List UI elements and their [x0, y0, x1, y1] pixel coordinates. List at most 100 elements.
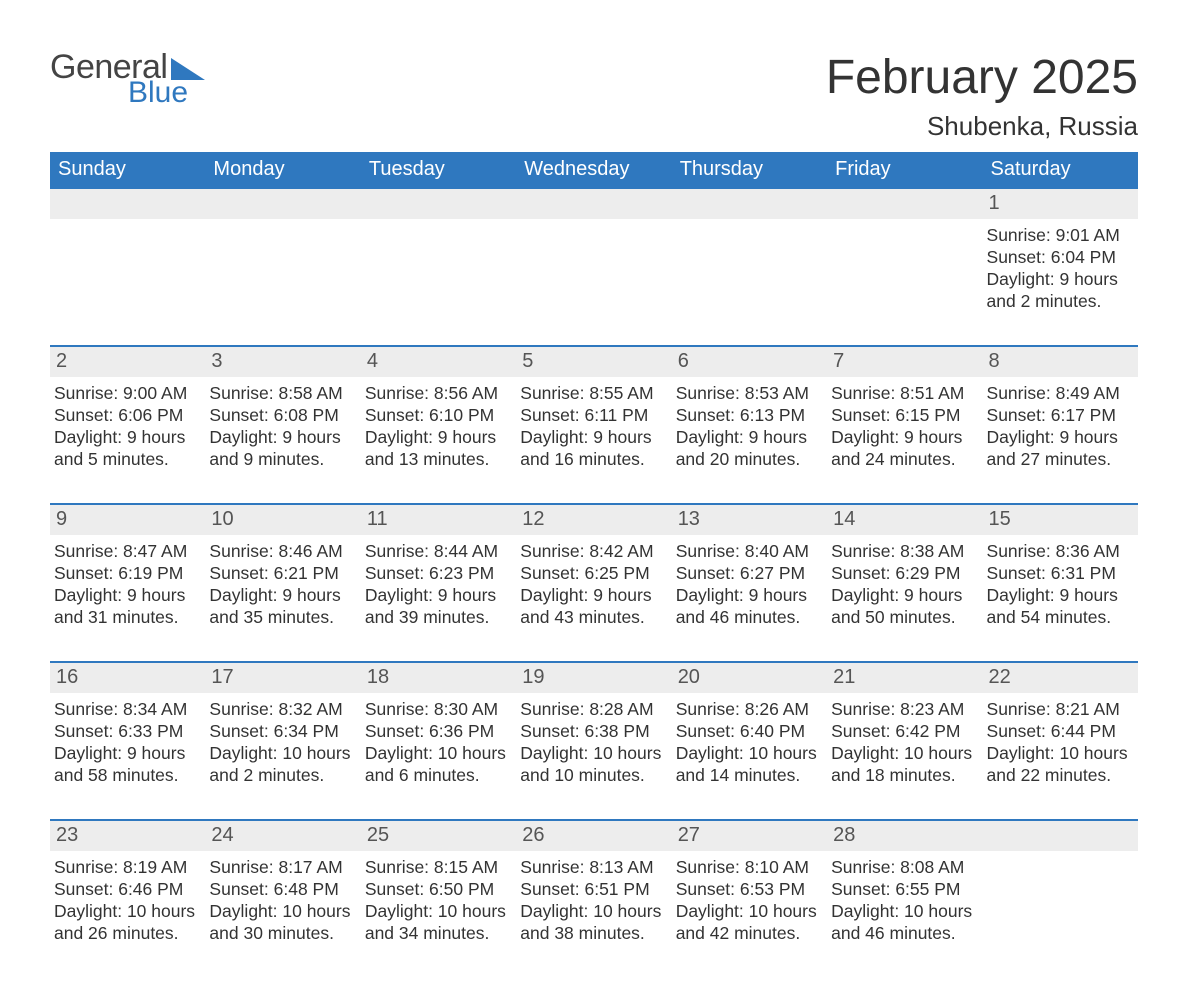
day-details: Sunrise: 8:23 AMSunset: 6:42 PMDaylight:… [831, 699, 976, 793]
sunrise-line: Sunrise: 8:32 AM [209, 699, 354, 721]
sunrise-line: Sunrise: 8:46 AM [209, 541, 354, 563]
sunset-line: Sunset: 6:55 PM [831, 879, 976, 901]
day-cell: 25Sunrise: 8:15 AMSunset: 6:50 PMDayligh… [361, 821, 516, 951]
day-cell: 9 Sunrise: 8:47 AMSunset: 6:19 PMDaylight… [50, 505, 205, 635]
day-details: Sunrise: 8:55 AMSunset: 6:11 PMDaylight:… [520, 383, 665, 477]
week-row: 2Sunrise: 9:00 AMSunset: 6:06 PMDaylight… [50, 345, 1138, 477]
daylight-line: Daylight: 9 hours and 50 minutes. [831, 585, 976, 629]
day-number: 9 [50, 505, 205, 535]
sunrise-line: Sunrise: 8:58 AM [209, 383, 354, 405]
weekday-header: Monday [205, 152, 360, 189]
day-cell: 4Sunrise: 8:56 AMSunset: 6:10 PMDaylight… [361, 347, 516, 477]
sunrise-line: Sunrise: 8:23 AM [831, 699, 976, 721]
location-label: Shubenka, Russia [826, 111, 1138, 142]
sunset-line: Sunset: 6:04 PM [987, 247, 1132, 269]
day-number: 8 [983, 347, 1138, 377]
daylight-line: Daylight: 9 hours and 43 minutes. [520, 585, 665, 629]
daylight-line: Daylight: 10 hours and 14 minutes. [676, 743, 821, 787]
daylight-line: Daylight: 10 hours and 46 minutes. [831, 901, 976, 945]
day-cell: 10Sunrise: 8:46 AMSunset: 6:21 PMDayligh… [205, 505, 360, 635]
day-cell: 6Sunrise: 8:53 AMSunset: 6:13 PMDaylight… [672, 347, 827, 477]
day-cell [50, 189, 205, 319]
daylight-line: Daylight: 9 hours and 16 minutes. [520, 427, 665, 471]
day-cell: 20 Sunrise: 8:26 AMSunset: 6:40 PMDayligh… [672, 663, 827, 793]
day-number: 3 [205, 347, 360, 377]
sunset-line: Sunset: 6:31 PM [987, 563, 1132, 585]
day-cell: 26Sunrise: 8:13 AMSunset: 6:51 PMDayligh… [516, 821, 671, 951]
sunrise-line: Sunrise: 8:28 AM [520, 699, 665, 721]
day-number: 13 [672, 505, 827, 535]
day-details: Sunrise: 8:34 AMSunset: 6:33 PMDaylight:… [54, 699, 199, 793]
day-number [983, 821, 1138, 851]
weekday-header-row: Sunday Monday Tuesday Wednesday Thursday… [50, 152, 1138, 189]
day-details: Sunrise: 8:28 AMSunset: 6:38 PMDaylight:… [520, 699, 665, 793]
day-details: Sunrise: 8:40 AMSunset: 6:27 PMDaylight:… [676, 541, 821, 635]
day-cell: 3 Sunrise: 8:58 AMSunset: 6:08 PMDaylight… [205, 347, 360, 477]
day-details: Sunrise: 8:15 AMSunset: 6:50 PMDaylight:… [365, 857, 510, 951]
week-row: 23Sunrise: 8:19 AMSunset: 6:46 PMDayligh… [50, 819, 1138, 951]
day-details: Sunrise: 8:10 AMSunset: 6:53 PMDaylight:… [676, 857, 821, 951]
day-number: 6 [672, 347, 827, 377]
daylight-line: Daylight: 10 hours and 10 minutes. [520, 743, 665, 787]
sunset-line: Sunset: 6:50 PM [365, 879, 510, 901]
day-cell: 12Sunrise: 8:42 AMSunset: 6:25 PMDayligh… [516, 505, 671, 635]
sunset-line: Sunset: 6:25 PM [520, 563, 665, 585]
daylight-line: Daylight: 10 hours and 42 minutes. [676, 901, 821, 945]
sunset-line: Sunset: 6:51 PM [520, 879, 665, 901]
title-block: February 2025 Shubenka, Russia [826, 50, 1138, 142]
day-cell [672, 189, 827, 319]
day-number: 20 [672, 663, 827, 693]
daylight-line: Daylight: 9 hours and 58 minutes. [54, 743, 199, 787]
sunrise-line: Sunrise: 8:53 AM [676, 383, 821, 405]
daylight-line: Daylight: 10 hours and 30 minutes. [209, 901, 354, 945]
day-details: Sunrise: 8:42 AMSunset: 6:25 PMDaylight:… [520, 541, 665, 635]
day-number: 21 [827, 663, 982, 693]
sunset-line: Sunset: 6:08 PM [209, 405, 354, 427]
sunrise-line: Sunrise: 8:47 AM [54, 541, 199, 563]
day-details: Sunrise: 8:21 AMSunset: 6:44 PMDaylight:… [987, 699, 1132, 793]
day-cell [516, 189, 671, 319]
day-details: Sunrise: 8:58 AMSunset: 6:08 PMDaylight:… [209, 383, 354, 477]
sunrise-line: Sunrise: 8:10 AM [676, 857, 821, 879]
weekday-header: Wednesday [516, 152, 671, 189]
weekday-header: Sunday [50, 152, 205, 189]
sunset-line: Sunset: 6:19 PM [54, 563, 199, 585]
sunset-line: Sunset: 6:06 PM [54, 405, 199, 427]
day-cell [827, 189, 982, 319]
day-details: Sunrise: 8:19 AMSunset: 6:46 PMDaylight:… [54, 857, 199, 951]
day-cell: 23Sunrise: 8:19 AMSunset: 6:46 PMDayligh… [50, 821, 205, 951]
day-number: 7 [827, 347, 982, 377]
daylight-line: Daylight: 10 hours and 2 minutes. [209, 743, 354, 787]
day-details: Sunrise: 8:47 AMSunset: 6:19 PMDaylight:… [54, 541, 199, 635]
week-row: 16 Sunrise: 8:34 AMSunset: 6:33 PMDayligh… [50, 661, 1138, 793]
day-number: 2 [50, 347, 205, 377]
day-details: Sunrise: 8:30 AMSunset: 6:36 PMDaylight:… [365, 699, 510, 793]
day-cell: 14Sunrise: 8:38 AMSunset: 6:29 PMDayligh… [827, 505, 982, 635]
daylight-line: Daylight: 9 hours and 24 minutes. [831, 427, 976, 471]
day-details: Sunrise: 8:49 AMSunset: 6:17 PMDaylight:… [987, 383, 1132, 477]
daylight-line: Daylight: 9 hours and 46 minutes. [676, 585, 821, 629]
daylight-line: Daylight: 9 hours and 31 minutes. [54, 585, 199, 629]
weekday-header: Friday [827, 152, 982, 189]
day-number [50, 189, 205, 219]
sunset-line: Sunset: 6:11 PM [520, 405, 665, 427]
sunset-line: Sunset: 6:23 PM [365, 563, 510, 585]
day-details: Sunrise: 8:56 AMSunset: 6:10 PMDaylight:… [365, 383, 510, 477]
daylight-line: Daylight: 10 hours and 38 minutes. [520, 901, 665, 945]
daylight-line: Daylight: 10 hours and 6 minutes. [365, 743, 510, 787]
sunrise-line: Sunrise: 8:49 AM [987, 383, 1132, 405]
sunrise-line: Sunrise: 9:00 AM [54, 383, 199, 405]
day-details: Sunrise: 8:26 AMSunset: 6:40 PMDaylight:… [676, 699, 821, 793]
day-details: Sunrise: 8:51 AMSunset: 6:15 PMDaylight:… [831, 383, 976, 477]
sunset-line: Sunset: 6:40 PM [676, 721, 821, 743]
sunrise-line: Sunrise: 8:44 AM [365, 541, 510, 563]
day-number: 16 [50, 663, 205, 693]
day-cell: 15Sunrise: 8:36 AMSunset: 6:31 PMDayligh… [983, 505, 1138, 635]
day-number: 24 [205, 821, 360, 851]
sunset-line: Sunset: 6:36 PM [365, 721, 510, 743]
sunset-line: Sunset: 6:46 PM [54, 879, 199, 901]
day-details: Sunrise: 9:01 AMSunset: 6:04 PMDaylight:… [987, 225, 1132, 319]
daylight-line: Daylight: 9 hours and 5 minutes. [54, 427, 199, 471]
day-number: 15 [983, 505, 1138, 535]
sunset-line: Sunset: 6:13 PM [676, 405, 821, 427]
